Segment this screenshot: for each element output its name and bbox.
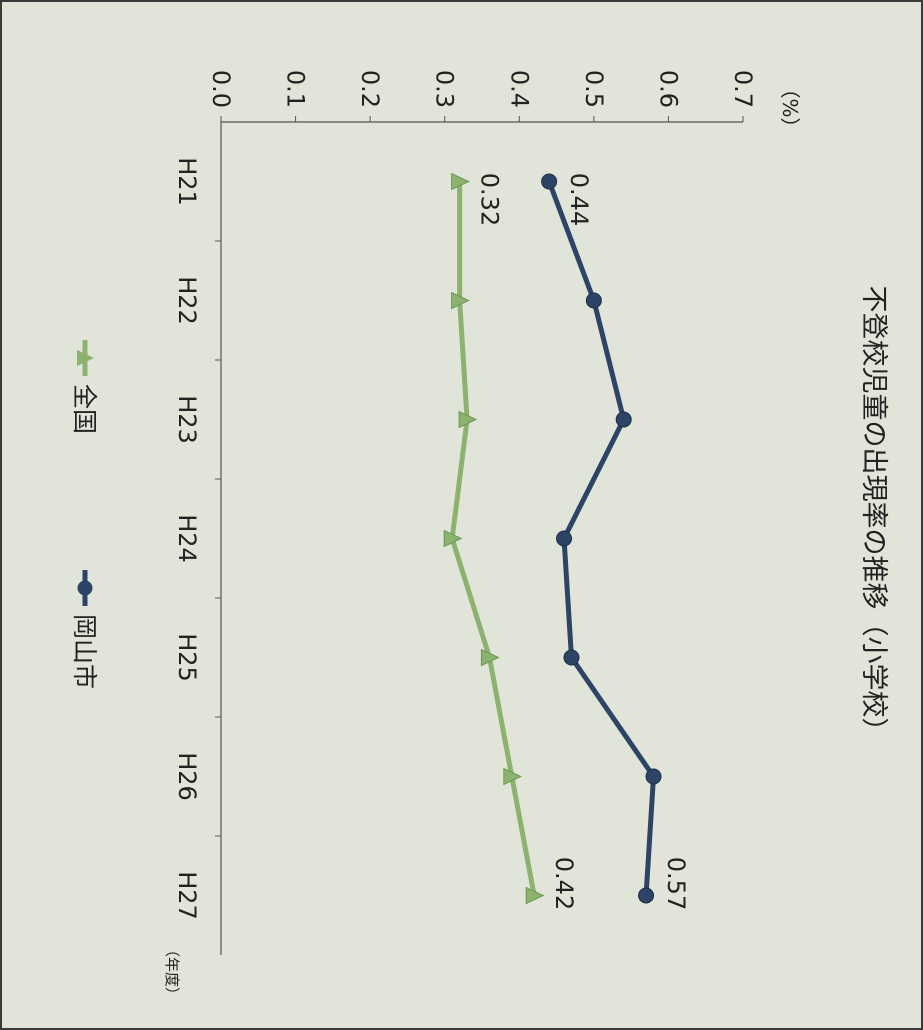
chart-title: 不登校児童の出現率の推移（小学校） — [858, 286, 889, 745]
x-tick-label: H25 — [173, 633, 201, 682]
x-tick-label: H26 — [173, 752, 201, 801]
data-point — [585, 292, 602, 309]
data-point — [503, 767, 523, 786]
data-label: 0.44 — [565, 173, 593, 226]
data-point — [638, 887, 655, 904]
x-tick-label: H22 — [173, 276, 201, 325]
data-point — [615, 411, 632, 428]
x-tick-label: H27 — [173, 871, 201, 920]
y-tick-label: 0.0 — [207, 70, 235, 108]
data-label: 0.32 — [476, 173, 504, 226]
series-1: 0.44 0.57 — [541, 173, 690, 910]
x-tick-label: H21 — [173, 157, 201, 206]
y-tick-label: 0.2 — [356, 70, 384, 108]
data-point — [541, 173, 558, 190]
data-point — [556, 530, 573, 547]
data-point — [525, 886, 545, 905]
data-point — [451, 172, 470, 191]
y-tick-label: 0.7 — [729, 70, 757, 108]
legend-marker — [77, 580, 93, 596]
data-point — [563, 649, 580, 666]
legend-label: 岡山市 — [70, 614, 99, 689]
data-label: 0.42 — [550, 857, 578, 910]
y-axis-unit: （%） — [778, 78, 802, 137]
legend-marker — [77, 350, 94, 366]
y-tick-label: 0.3 — [431, 70, 459, 108]
legend-item: 岡山市 — [70, 570, 99, 689]
x-tick-label: H24 — [173, 514, 201, 563]
data-point — [480, 648, 500, 667]
y-tick-label: 0.6 — [654, 70, 682, 108]
series-2: 0.32 0.42 — [443, 172, 578, 910]
data-point — [458, 410, 478, 429]
y-tick-label: 0.4 — [505, 70, 533, 108]
data-point — [443, 529, 463, 548]
x-tick-label: H23 — [173, 395, 201, 444]
data-label: 0.57 — [662, 857, 690, 910]
legend-item: 全国 — [70, 340, 99, 434]
legend-label: 全国 — [70, 384, 99, 434]
x-axis-unit: （年度） — [163, 942, 181, 1002]
data-point — [645, 768, 662, 785]
series-line — [449, 181, 537, 896]
data-point — [451, 291, 470, 310]
y-tick-label: 0.1 — [282, 70, 310, 108]
y-tick-label: 0.5 — [580, 70, 608, 108]
